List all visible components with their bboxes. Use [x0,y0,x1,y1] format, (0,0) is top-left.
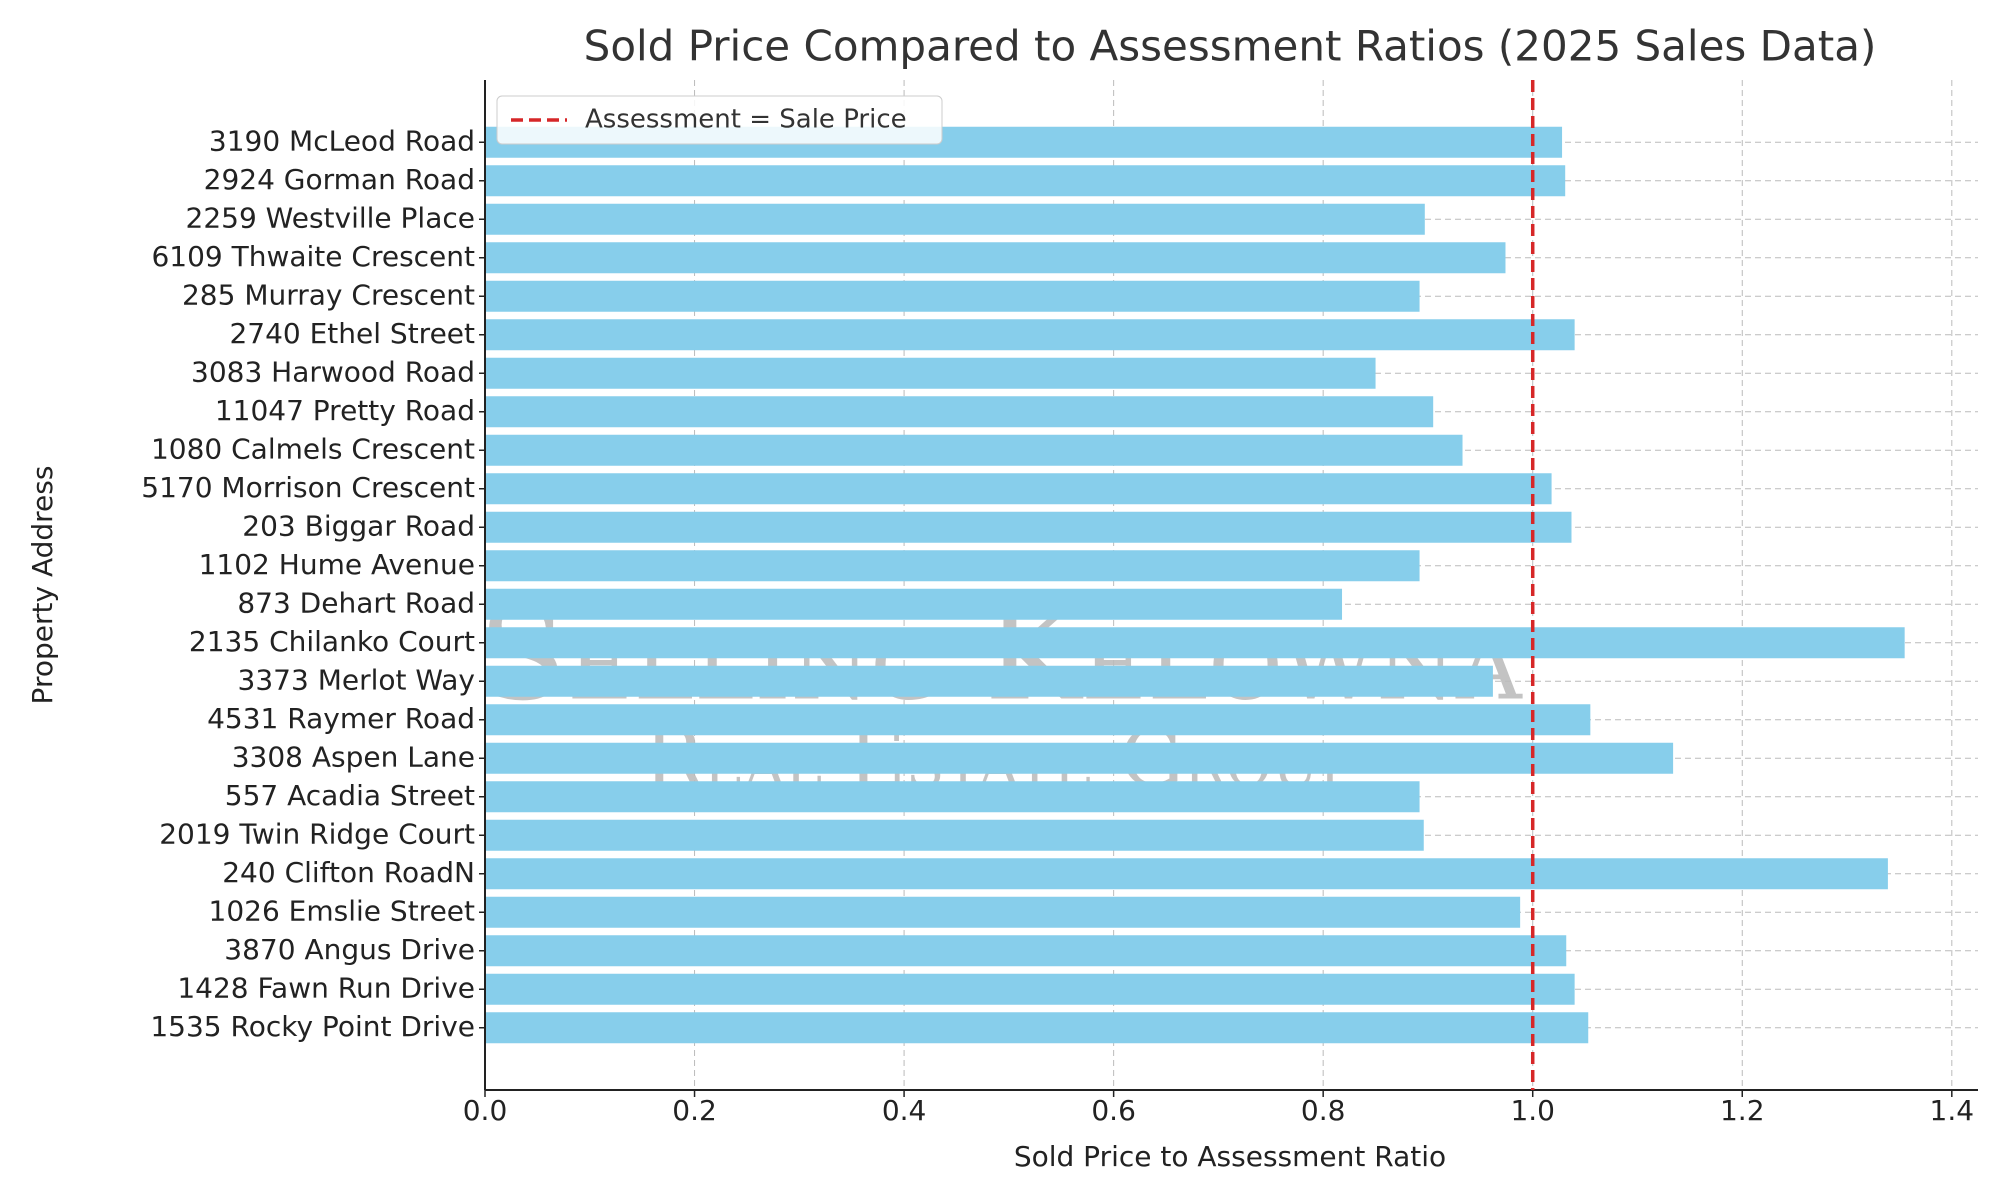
y-tick-label: 5170 Morrison Crescent [141,471,475,504]
y-tick-label: 873 Dehart Road [237,586,475,619]
y-tick-label: 1026 Emslie Street [209,894,476,927]
bar [485,511,1572,543]
y-tick-label: 11047 Pretty Road [215,394,475,427]
bar [485,434,1463,466]
bar [485,319,1575,351]
y-tick-label: 240 Clifton RoadN [222,856,475,889]
y-tick-label: 203 Biggar Road [242,509,475,542]
y-tick-label: 4531 Raymer Road [207,702,475,735]
bar [485,203,1425,235]
bar [485,165,1566,197]
x-tick-label: 0.6 [1091,1094,1136,1127]
bar [485,935,1567,967]
x-tick-label: 0.4 [882,1094,927,1127]
y-tick-label: 6109 Thwaite Crescent [151,240,475,273]
legend-label: Assessment = Sale Price [585,105,907,135]
x-tick-label: 1.2 [1720,1094,1765,1127]
x-tick-label: 0.0 [463,1094,508,1127]
bar [485,781,1420,813]
y-tick-label: 3373 Merlot Way [238,663,475,696]
x-tick-label: 0.2 [672,1094,717,1127]
y-axis-label: Property Address [26,466,59,705]
y-tick-label: 285 Murray Crescent [182,278,475,311]
y-tick-label: 557 Acadia Street [225,779,475,812]
bar [485,704,1591,736]
bar [485,1012,1589,1044]
y-tick-label: 2135 Chilanko Court [189,625,475,658]
y-tick-label: 1102 Hume Avenue [199,548,475,581]
y-tick-label: 2740 Ethel Street [229,317,475,350]
bar [485,473,1552,505]
bar [485,973,1575,1005]
bar [485,896,1521,928]
bar [485,242,1506,274]
y-tick-label: 3083 Harwood Road [191,355,475,388]
y-tick-label: 3870 Angus Drive [224,933,475,966]
y-tick-label: 3190 McLeod Road [209,124,475,157]
bar [485,627,1905,659]
y-tick-label: 2259 Westville Place [186,201,475,234]
y-tick-label: 2924 Gorman Road [204,163,475,196]
bar [485,550,1420,582]
legend-box [496,95,943,145]
x-tick-label: 1.0 [1510,1094,1555,1127]
bar [485,396,1434,428]
bar [485,588,1343,620]
y-tick-label: 3308 Aspen Lane [232,740,475,773]
bar [485,858,1888,890]
y-tick-label: 1535 Rocky Point Drive [150,1010,475,1043]
x-tick-label: 0.8 [1301,1094,1346,1127]
chart-title: Sold Price Compared to Assessment Ratios… [584,22,1877,71]
x-tick-label: 1.4 [1930,1094,1975,1127]
x-axis-label: Sold Price to Assessment Ratio [1014,1140,1446,1173]
y-tick-label: 1428 Fawn Run Drive [177,971,475,1004]
bar [485,357,1376,389]
y-tick-label: 1080 Calmels Crescent [151,432,475,465]
bar [485,819,1424,851]
bar [485,280,1420,312]
y-tick-label: 2019 Twin Ridge Court [159,817,475,850]
bar [485,665,1493,697]
bar [485,742,1674,774]
